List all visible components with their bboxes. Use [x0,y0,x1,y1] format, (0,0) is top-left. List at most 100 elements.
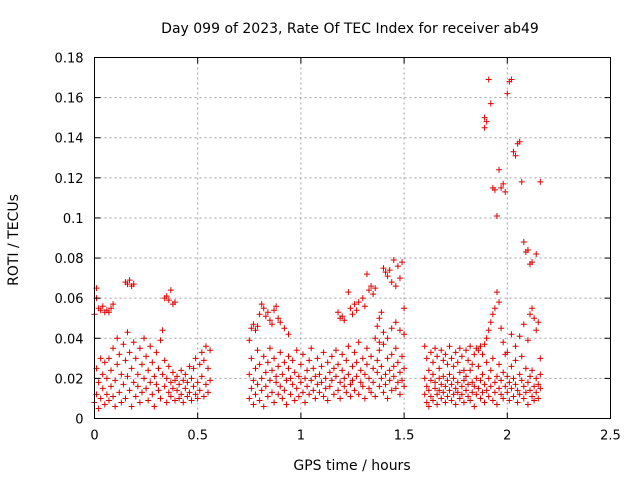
data-point [520,239,527,246]
data-point [454,379,461,386]
y-tick-label: 0.12 [55,172,84,187]
data-point [277,383,284,390]
data-point [363,271,370,278]
data-point [370,291,377,298]
data-point [529,259,536,266]
data-point [279,395,286,402]
data-point [376,383,383,390]
data-point [126,277,133,284]
data-point [155,387,162,394]
data-point [145,367,152,374]
data-point [182,371,189,378]
data-point [207,347,214,354]
data-point [438,347,445,354]
data-point [174,387,181,394]
data-point [454,359,461,366]
data-point [260,353,267,360]
data-point [271,307,278,314]
data-point [128,403,135,410]
data-point [533,327,540,334]
data-point [312,373,319,380]
data-point [388,325,395,332]
data-point [481,124,488,131]
data-point [374,369,381,376]
data-point [399,353,406,360]
data-point [493,373,500,380]
data-point [349,363,356,370]
data-point [141,335,148,342]
data-point [114,335,121,342]
data-point [524,337,531,344]
data-point [502,383,509,390]
data-point [378,363,385,370]
data-point [151,373,158,380]
data-point [149,391,156,398]
data-point [386,377,393,384]
data-point [510,393,517,400]
data-point [491,186,498,193]
data-point [190,365,197,372]
data-point [512,152,519,159]
data-point [174,373,181,380]
data-point [436,375,443,382]
data-point [363,361,370,368]
data-point [355,339,362,346]
data-point [254,381,261,388]
data-point [390,257,397,264]
data-point [341,317,348,324]
data-point [392,283,399,290]
data-point [198,349,205,356]
data-point [157,337,164,344]
data-point [297,379,304,386]
data-point [266,377,273,384]
data-point [186,363,193,370]
data-point [514,399,521,406]
data-point [171,299,178,306]
data-point [487,383,494,390]
data-point [192,391,199,398]
data-point [339,351,346,358]
y-tick-label: 0.06 [55,292,84,307]
y-tick-label: 0.02 [55,372,84,387]
data-point [481,381,488,388]
data-point [518,377,525,384]
data-point [448,355,455,362]
data-point [97,307,104,314]
data-point [184,393,191,400]
y-tick-label: 0.18 [55,52,84,67]
data-point [99,385,106,392]
data-point [401,331,408,338]
data-point [448,381,455,388]
data-point [103,391,110,398]
data-point [299,351,306,358]
data-point [504,90,511,97]
data-point [254,323,261,330]
data-point [200,393,207,400]
data-point [483,359,490,366]
data-point [122,395,129,402]
data-point [493,289,500,296]
data-point [254,347,261,354]
data-point [269,389,276,396]
data-point [485,393,492,400]
data-point [153,381,160,388]
data-point [126,387,133,394]
data-point [531,383,538,390]
data-point [304,367,311,374]
data-point [180,377,187,384]
data-point [118,399,125,406]
data-point [260,305,267,312]
data-point [297,361,304,368]
data-point [489,355,496,362]
data-point [277,319,284,326]
data-point [372,285,379,292]
data-point [506,397,513,404]
data-point [116,389,123,396]
data-point [518,178,525,185]
data-point [273,373,280,380]
data-point [188,397,195,404]
data-point [295,393,302,400]
data-point [390,363,397,370]
